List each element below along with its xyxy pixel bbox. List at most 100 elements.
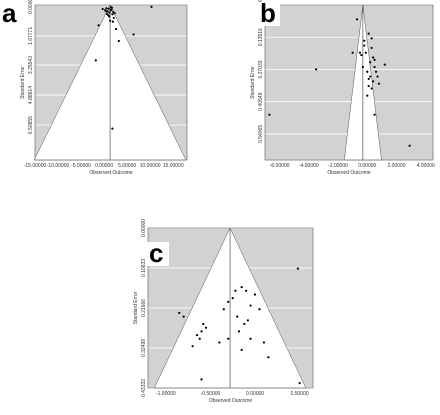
data-point (198, 337, 201, 340)
x-axis-title: Observed Outcome (89, 170, 133, 176)
panel-letter: b (260, 0, 276, 28)
x-tick-label: 10.00000 (140, 163, 161, 169)
data-point (370, 37, 373, 40)
data-point (107, 7, 110, 10)
x-tick-label: -0.50000 (201, 391, 221, 397)
panel-letter-backing (147, 242, 169, 266)
data-point (246, 319, 249, 322)
data-point (178, 311, 181, 315)
data-point (117, 39, 120, 43)
y-tick-label: 0.40549 (258, 92, 264, 110)
x-axis-title: Observed Outcome (209, 398, 253, 404)
y-axis-title: Standard Error (20, 66, 26, 99)
x-tick-label: -5.00000 (71, 163, 91, 169)
data-point (243, 322, 246, 326)
y-tick-label: 3.25543 (28, 56, 34, 74)
plot-frame (264, 4, 434, 161)
panel-letter-backing (0, 2, 22, 26)
data-point (204, 326, 208, 329)
y-tick-label: 0.27033 (258, 60, 264, 78)
data-point (150, 5, 153, 8)
plot-frame (34, 4, 188, 161)
data-point (200, 330, 203, 333)
x-axis-title: Observed Outcome (327, 170, 371, 176)
data-point (358, 51, 362, 54)
data-point (366, 94, 369, 97)
data-point (383, 63, 386, 66)
y-tick-label: 0.43332 (141, 379, 147, 397)
data-point (367, 32, 370, 35)
data-point (202, 322, 205, 326)
funnel-plot-panel-c: -1.00000 -0.50000 0.00000 0.50000 0.00000 0.1… (133, 219, 314, 404)
data-point (355, 18, 359, 21)
x-tick-label: -4.00000 (299, 163, 319, 169)
data-point (227, 300, 230, 303)
data-point (367, 77, 370, 81)
data-point (237, 330, 241, 333)
data-point (369, 75, 372, 78)
data-point (104, 9, 108, 13)
data-point (111, 13, 114, 16)
data-point (182, 315, 185, 318)
y-tick-label: 6.50855 (28, 116, 34, 134)
y-tick-label: 0.32499 (141, 339, 147, 357)
y-tick-label: 1.67771 (28, 27, 34, 45)
x-tick-label: 15.00000 (163, 163, 184, 169)
data-point (240, 348, 243, 351)
y-tick-label: 0.10833 (141, 259, 147, 277)
x-tick-label: 0.00000 (95, 163, 113, 169)
data-point (369, 61, 372, 64)
data-point (231, 297, 234, 300)
data-point (195, 333, 199, 337)
data-point (268, 113, 271, 116)
data-point (351, 51, 354, 54)
data-point (108, 15, 111, 18)
data-point (106, 10, 109, 13)
data-point (105, 12, 108, 15)
data-point (377, 82, 381, 85)
plot-frame (147, 227, 314, 389)
data-point (370, 46, 373, 50)
data-point (111, 20, 114, 23)
data-point (240, 285, 243, 289)
funnel-plot-panel-a: -15.00000 -10.00000 -5.00000 0.00000 5.00000… (0, 0, 188, 176)
data-point (245, 289, 248, 292)
y-tick-label: 0.54065 (258, 125, 264, 143)
x-tick-label: -1.00000 (156, 391, 176, 397)
data-point (373, 58, 376, 61)
y-tick-label: 0.21666 (141, 299, 147, 317)
data-point (110, 8, 113, 11)
data-point (367, 84, 370, 88)
data-point (108, 11, 111, 14)
data-point (105, 7, 108, 10)
data-point (191, 345, 194, 348)
panel-letter-backing (258, 2, 280, 26)
data-point (112, 16, 115, 20)
x-tick-label: 2.00000 (387, 163, 405, 169)
data-point (372, 80, 375, 83)
data-point (234, 289, 237, 292)
data-point (94, 59, 97, 62)
x-tick-label: 0.50000 (291, 391, 309, 397)
panel-letter: c (149, 238, 163, 268)
data-point (366, 70, 369, 73)
data-point (97, 24, 100, 27)
data-point (408, 144, 411, 147)
y-tick-label: 0.13516 (258, 28, 264, 46)
x-tick-label: -6.00000 (270, 163, 290, 169)
data-point (227, 337, 230, 340)
y-axis-title: Standard Error (250, 66, 256, 99)
data-point (111, 127, 114, 130)
x-tick-label: 5.00000 (118, 163, 136, 169)
data-point (373, 65, 376, 69)
data-point (373, 113, 376, 116)
data-point (298, 381, 301, 385)
funnel-plot-panel-b: -6.00000 -4.00000 -2.00000 0.00000 2.00000 4.… (250, 0, 435, 176)
data-point (296, 267, 299, 270)
data-point (370, 87, 373, 90)
data-point (315, 68, 318, 71)
data-point (108, 19, 112, 22)
data-point (222, 308, 225, 311)
x-tick-label: -15.00000 (24, 163, 47, 169)
data-point (253, 293, 257, 296)
